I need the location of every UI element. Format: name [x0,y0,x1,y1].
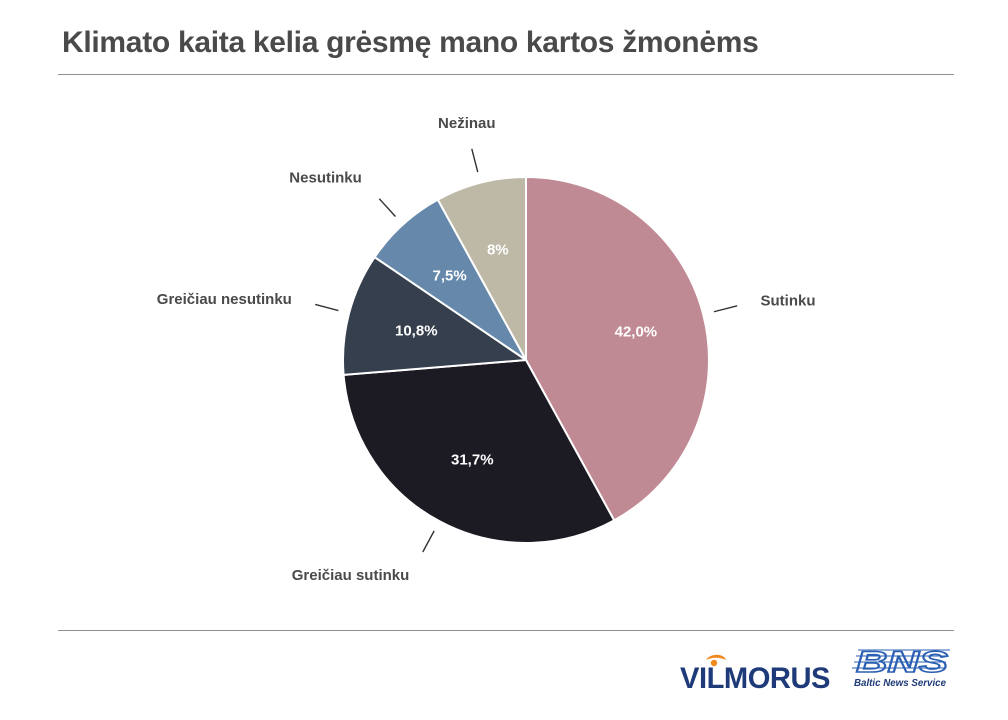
bns-logo-text: BNS [856,646,948,679]
bottom-divider [58,630,954,631]
leader-line-sutinku [713,305,738,313]
leader-line-greiciau-nesutinku [315,303,339,312]
pie-slice-greiciau-nesutinku [342,256,527,376]
slice-category-label-nezinau: Nežinau [438,115,496,132]
slice-value-label-nesutinku: 7,5% [433,268,467,285]
slice-category-label-greiciau-nesutinku: Greičiau nesutinku [157,291,292,308]
leader-line-nezinau [471,148,479,173]
pie-chart: 42,0% 31,7% 10,8% 7,5% 8% Sutinku Greičiau su… [157,115,816,584]
leader-line-nesutinku [378,198,396,217]
slice-value-label-sutinku: 42,0% [615,323,658,340]
slice-category-labels: Sutinku Greičiau sutinku Greičiau nesutink… [157,115,816,584]
pie-slice-greiciau-sutinku [342,359,616,544]
slice-value-labels: 42,0% 31,7% 10,8% 7,5% 8% [395,242,657,469]
top-divider [58,74,954,75]
slice-value-label-greiciau-nesutinku: 10,8% [395,323,438,340]
pie-slices [342,176,710,544]
slice-value-label-greiciau-sutinku: 31,7% [451,451,494,468]
pie-slice-sutinku [525,176,710,522]
chart-title: Klimato kaita kelia grėsmę mano kartos ž… [62,26,759,59]
slice-category-label-greiciau-sutinku: Greičiau sutinku [292,567,410,584]
vilmorus-logo: VILMORUS [680,654,831,692]
slice-category-label-nesutinku: Nesutinku [289,169,362,186]
leader-lines [315,148,738,553]
slice-value-label-nezinau: 8% [487,242,509,259]
pie-slice-nezinau [436,176,527,361]
slice-category-label-sutinku: Sutinku [761,292,816,309]
bns-logo: BNS Baltic News Service [852,645,950,689]
vilmorus-logo-text: VILMORUS [680,662,830,692]
leader-line-greiciau-sutinku [422,530,435,553]
bns-tagline: Baltic News Service [854,677,946,689]
